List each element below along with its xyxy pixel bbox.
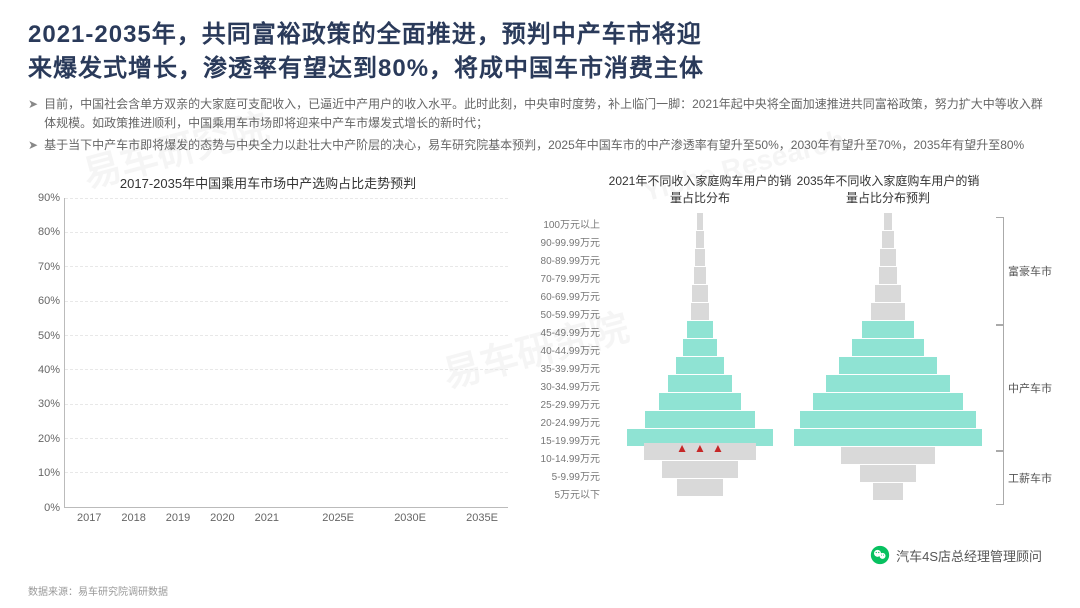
pyramid-segment — [794, 321, 982, 338]
x-label: 2025E — [322, 512, 354, 524]
pyramid-segment — [606, 267, 794, 284]
pyramid-segment — [794, 249, 982, 266]
pyramid-segment — [606, 375, 794, 392]
bracket-label: 工薪车市 — [1008, 470, 1052, 486]
bracket-label: 中产车市 — [1008, 380, 1052, 396]
income-label: 60-69.99万元 — [520, 289, 606, 307]
income-label: 40-44.99万元 — [520, 343, 606, 361]
pyramid-segment — [794, 375, 982, 392]
wechat-badge: 汽车4S店总经理管理顾问 — [862, 542, 1050, 568]
x-label: 2020 — [207, 512, 237, 524]
income-label: 35-39.99万元 — [520, 361, 606, 379]
pyramid-segment — [606, 249, 794, 266]
data-source: 数据来源：易车研究院调研数据 — [28, 583, 168, 598]
wechat-icon — [870, 545, 890, 565]
pyramid-segment — [794, 357, 982, 374]
pyramid-2021: 2021年不同收入家庭购车用户的销量占比分布 ▲▲▲ — [606, 173, 794, 524]
pyramid-charts: 100万元以上90-99.99万元80-89.99万元70-79.99万元60-… — [520, 173, 1052, 524]
bullet-text: 基于当下中产车市即将爆发的态势与中央全力以赴壮大中产阶层的决心，易车研究院基本预… — [44, 136, 1024, 155]
bar-chart-title: 2017-2035年中国乘用车市场中产选购占比走势预判 — [28, 173, 508, 192]
pyramid-segment — [794, 483, 982, 500]
pyramid-segment — [794, 447, 982, 464]
pyramid-segment — [794, 465, 982, 482]
income-label: 50-59.99万元 — [520, 307, 606, 325]
wechat-label: 汽车4S店总经理管理顾问 — [896, 546, 1042, 565]
page-title: 2021-2035年，共同富裕政策的全面推进，预判中产车市将迎 来爆发式增长，渗… — [28, 18, 1052, 85]
pyramid-row-labels: 100万元以上90-99.99万元80-89.99万元70-79.99万元60-… — [520, 173, 606, 524]
bullet-arrow-icon: ➤ — [28, 95, 38, 133]
income-label: 90-99.99万元 — [520, 235, 606, 253]
plot-area — [64, 198, 508, 508]
category-brackets: 富豪车市中产车市工薪车市 — [982, 173, 1052, 524]
income-label: 80-89.99万元 — [520, 253, 606, 271]
pyramid-segment — [606, 357, 794, 374]
pyramid-title: 2035年不同收入家庭购车用户的销量占比分布预判 — [794, 173, 982, 213]
pyramid-segment — [794, 213, 982, 230]
pyramid-segment — [606, 303, 794, 320]
pyramid-segment — [794, 231, 982, 248]
bullet-arrow-icon: ➤ — [28, 136, 38, 155]
income-label: 20-24.99万元 — [520, 415, 606, 433]
y-axis: 0%10%20%30%40%50%60%70%80%90% — [28, 198, 64, 508]
income-label: 45-49.99万元 — [520, 325, 606, 343]
income-label: 5万元以下 — [520, 487, 606, 505]
x-label: 2030E — [394, 512, 426, 524]
pyramid-segment — [606, 393, 794, 410]
pyramid-segment — [606, 213, 794, 230]
pyramid-segment — [794, 393, 982, 410]
income-label: 5-9.99万元 — [520, 469, 606, 487]
x-axis: 2017 2018 2019 2020 2021 2025E 2030E 2035E — [28, 508, 508, 524]
pyramid-segment — [606, 231, 794, 248]
pyramid-segment — [794, 303, 982, 320]
pyramid-segment — [606, 285, 794, 302]
pyramid-title: 2021年不同收入家庭购车用户的销量占比分布 — [606, 173, 794, 213]
income-label: 70-79.99万元 — [520, 271, 606, 289]
pyramid-segment — [794, 267, 982, 284]
x-label: 2021 — [252, 512, 282, 524]
pyramid-segment — [606, 461, 794, 478]
pyramid-segment — [606, 479, 794, 496]
income-label: 25-29.99万元 — [520, 397, 606, 415]
income-label: 15-19.99万元 — [520, 433, 606, 451]
pyramid-2035: 2035年不同收入家庭购车用户的销量占比分布预判 — [794, 173, 982, 524]
pyramid-segment — [794, 411, 982, 428]
income-label: 30-34.99万元 — [520, 379, 606, 397]
bullet-text: 目前，中国社会含单方双亲的大家庭可支配收入，已逼近中产用户的收入水平。此时此刻，… — [44, 95, 1052, 133]
pyramid-segment — [794, 429, 982, 446]
x-label: 2018 — [118, 512, 148, 524]
pyramid-segment — [794, 285, 982, 302]
income-label: 10-14.99万元 — [520, 451, 606, 469]
bracket-label: 富豪车市 — [1008, 263, 1052, 279]
pyramid-segment — [794, 339, 982, 356]
pyramid-segment — [606, 411, 794, 428]
pyramid-segment — [606, 321, 794, 338]
income-label: 100万元以上 — [520, 217, 606, 235]
bullet-list: ➤目前，中国社会含单方双亲的大家庭可支配收入，已逼近中产用户的收入水平。此时此刻… — [28, 95, 1052, 155]
x-label: 2017 — [74, 512, 104, 524]
x-label: 2035E — [466, 512, 498, 524]
bar-chart: 2017-2035年中国乘用车市场中产选购占比走势预判 0%10%20%30%4… — [28, 173, 508, 524]
x-label: 2019 — [163, 512, 193, 524]
pyramid-segment — [606, 339, 794, 356]
